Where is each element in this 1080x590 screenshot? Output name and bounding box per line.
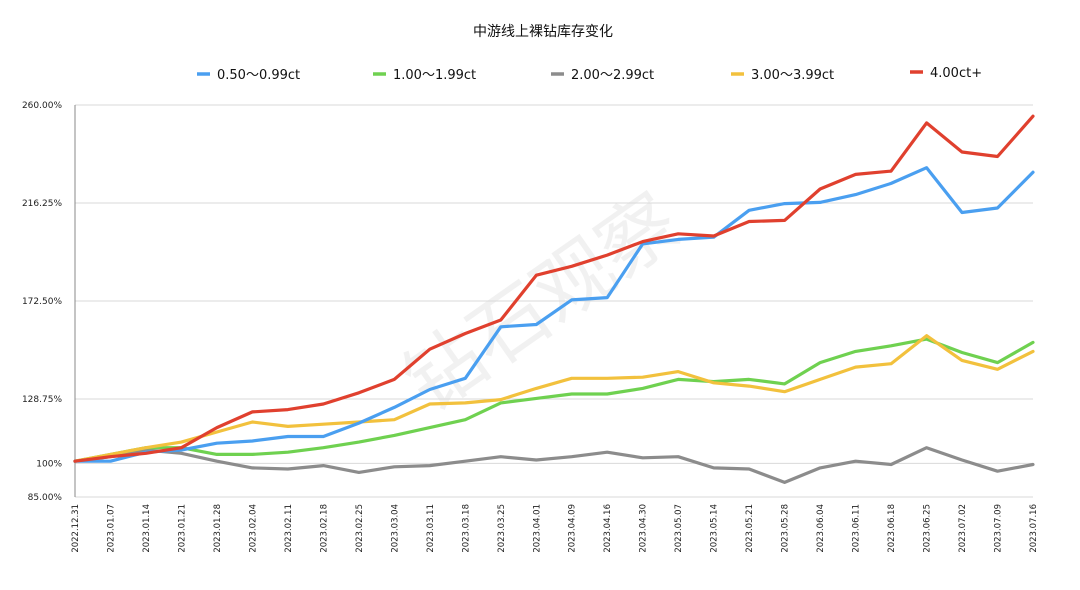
x-tick-label: 2023.04.01 [532,504,542,553]
y-axis: 85.00% 100% 128.75% 172.50% 216.25% 260.00% [22,101,62,503]
x-tick-label: 2023.05.28 [781,504,791,553]
legend: 0.50～0.99ct 1.00～1.99ct 2.00～2.99ct 3.00～3.… [197,66,982,83]
legend-label: 0.50～0.99ct [217,68,300,83]
y-tick-label: 260.00% [22,101,62,111]
x-tick-label: 2023.07.16 [1029,504,1039,553]
x-tick-label: 2023.01.21 [177,504,187,553]
legend-label: 1.00～1.99ct [393,68,476,83]
plot-area [73,114,1035,484]
legend-label: 3.00～3.99ct [751,68,834,83]
x-tick-label: 2023.01.28 [213,504,223,553]
x-tick-label: 2023.04.16 [603,504,613,553]
x-tick-label: 2023.06.18 [887,504,897,553]
x-tick-label: 2022.12.31 [71,504,81,553]
series-line [73,337,1035,463]
y-tick-label: 172.50% [22,297,62,307]
x-tick-label: 2023.02.18 [319,504,329,553]
x-tick-label: 2023.07.09 [994,504,1004,553]
x-tick-label: 2023.03.18 [461,504,471,553]
x-tick-label: 2023.01.14 [142,504,152,553]
legend-label: 4.00ct+ [930,66,982,81]
x-tick-label: 2023.04.09 [568,504,578,553]
x-tick-label: 2023.05.14 [710,504,720,553]
series-line [73,166,1035,463]
x-tick-label: 2023.06.11 [852,504,862,553]
series-line [73,446,1035,484]
x-tick-label: 2023.07.02 [958,504,968,553]
watermark-text: 钻石观察 [389,177,696,430]
x-axis: 2022.12.31 2023.01.07 2023.01.14 2023.01.21… [71,504,1039,553]
x-tick-label: 2023.02.11 [284,504,294,553]
x-tick-label: 2023.02.04 [248,504,258,553]
x-tick-label: 2023.03.11 [426,504,436,553]
x-tick-label: 2023.05.21 [745,504,755,553]
x-tick-label: 2023.06.25 [923,504,933,553]
y-tick-label: 85.00% [28,493,63,503]
series-line [73,114,1035,463]
y-tick-label: 216.25% [22,199,62,209]
x-tick-label: 2023.02.25 [355,504,365,553]
x-tick-label: 2023.03.04 [390,504,400,553]
legend-label: 2.00～2.99ct [571,68,654,83]
x-tick-label: 2023.05.07 [674,504,684,553]
x-tick-label: 2023.06.04 [816,504,826,553]
grid-lines [74,104,1033,498]
y-tick-label: 128.75% [22,395,62,405]
chart-title: 中游线上裸钻库存变化 [473,24,613,40]
x-tick-label: 2023.01.07 [106,504,116,553]
x-tick-label: 2023.04.30 [639,504,649,553]
x-tick-label: 2023.03.25 [497,504,507,553]
y-tick-label: 100% [36,459,62,469]
series-line [73,334,1035,463]
